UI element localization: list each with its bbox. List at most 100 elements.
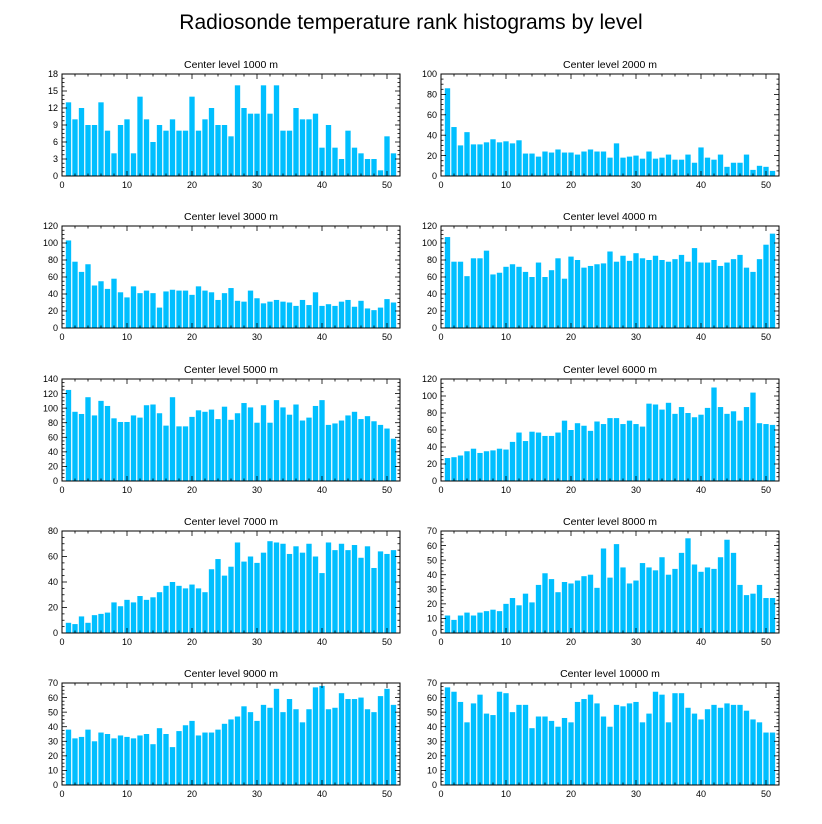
y-tick-label: 60 (48, 432, 58, 442)
bar (451, 261, 457, 328)
bar (594, 421, 600, 481)
bar (542, 435, 548, 481)
bar (496, 448, 503, 481)
bar (371, 159, 377, 176)
bar (587, 149, 594, 176)
y-tick-label: 20 (48, 751, 58, 761)
bar (477, 144, 483, 176)
bar (724, 262, 730, 328)
bar (665, 722, 672, 785)
bar (228, 566, 234, 633)
bar (332, 550, 338, 634)
bar (208, 108, 215, 176)
y-tick-label: 60 (48, 552, 58, 562)
bar (548, 435, 555, 481)
bar (698, 414, 704, 481)
bar (358, 300, 364, 328)
bar (130, 415, 137, 481)
y-tick-label: 12 (48, 103, 58, 113)
y-tick-label: 20 (48, 462, 58, 472)
bar (724, 413, 730, 481)
bar (78, 108, 85, 176)
bar (338, 420, 345, 481)
y-tick-label: 20 (48, 603, 58, 613)
y-tick-label: 0 (53, 628, 58, 638)
y-tick-label: 40 (48, 289, 58, 299)
bar (483, 611, 490, 633)
bar (208, 409, 215, 481)
bar (273, 85, 280, 176)
y-tick-label: 20 (48, 306, 58, 316)
bar (332, 147, 338, 176)
y-tick-label: 60 (427, 425, 437, 435)
x-tick-label: 20 (566, 789, 576, 799)
bar (228, 136, 234, 176)
y-tick-label: 20 (427, 151, 437, 161)
bar (509, 441, 516, 481)
bar (325, 709, 332, 785)
bar (737, 584, 743, 633)
bar (691, 713, 698, 785)
bar (234, 542, 241, 633)
bar (273, 542, 280, 633)
bar (633, 253, 639, 328)
bar (672, 568, 678, 633)
panel-title: Center level 6000 m (563, 364, 657, 376)
bar (312, 556, 319, 633)
bar (345, 699, 351, 785)
bar (169, 289, 176, 328)
bar (117, 735, 124, 785)
bar (371, 712, 377, 785)
bar (503, 449, 509, 481)
bar (659, 557, 665, 633)
bar (325, 304, 332, 328)
bar (639, 426, 646, 481)
bar (182, 290, 189, 328)
bar (737, 162, 743, 176)
bar (587, 694, 594, 785)
bar (189, 584, 195, 633)
bar (286, 699, 293, 785)
bar (85, 729, 91, 785)
bar (594, 703, 600, 785)
bar (221, 293, 228, 328)
bar (724, 166, 730, 176)
x-tick-label: 40 (317, 637, 327, 647)
bar (665, 402, 672, 481)
bar (639, 722, 646, 785)
bar (711, 387, 717, 481)
bar (377, 551, 384, 633)
bar (737, 254, 743, 328)
bar (685, 538, 691, 633)
bar (581, 425, 587, 481)
bar (364, 308, 371, 328)
bar (286, 302, 293, 328)
bar (529, 153, 535, 176)
bar (659, 157, 665, 176)
x-tick-label: 50 (382, 789, 392, 799)
bar (260, 552, 267, 633)
bar (267, 113, 273, 176)
bar (78, 413, 85, 481)
bar (182, 588, 189, 634)
panel-title: Center level 8000 m (563, 516, 657, 528)
bar (319, 685, 325, 785)
bar (769, 732, 776, 785)
bar (377, 307, 384, 328)
bar (769, 424, 776, 481)
bar (769, 170, 776, 176)
bar (358, 557, 364, 633)
bar (234, 300, 241, 328)
x-tick-label: 0 (438, 485, 443, 495)
bar (769, 233, 776, 328)
bar (241, 403, 247, 481)
bar (65, 389, 72, 481)
x-tick-label: 30 (631, 637, 641, 647)
bar (163, 291, 169, 328)
bar (176, 585, 182, 633)
bar (234, 716, 241, 785)
bar (503, 141, 509, 176)
bar (607, 726, 613, 785)
bar (260, 303, 267, 328)
x-tick-label: 30 (631, 180, 641, 190)
